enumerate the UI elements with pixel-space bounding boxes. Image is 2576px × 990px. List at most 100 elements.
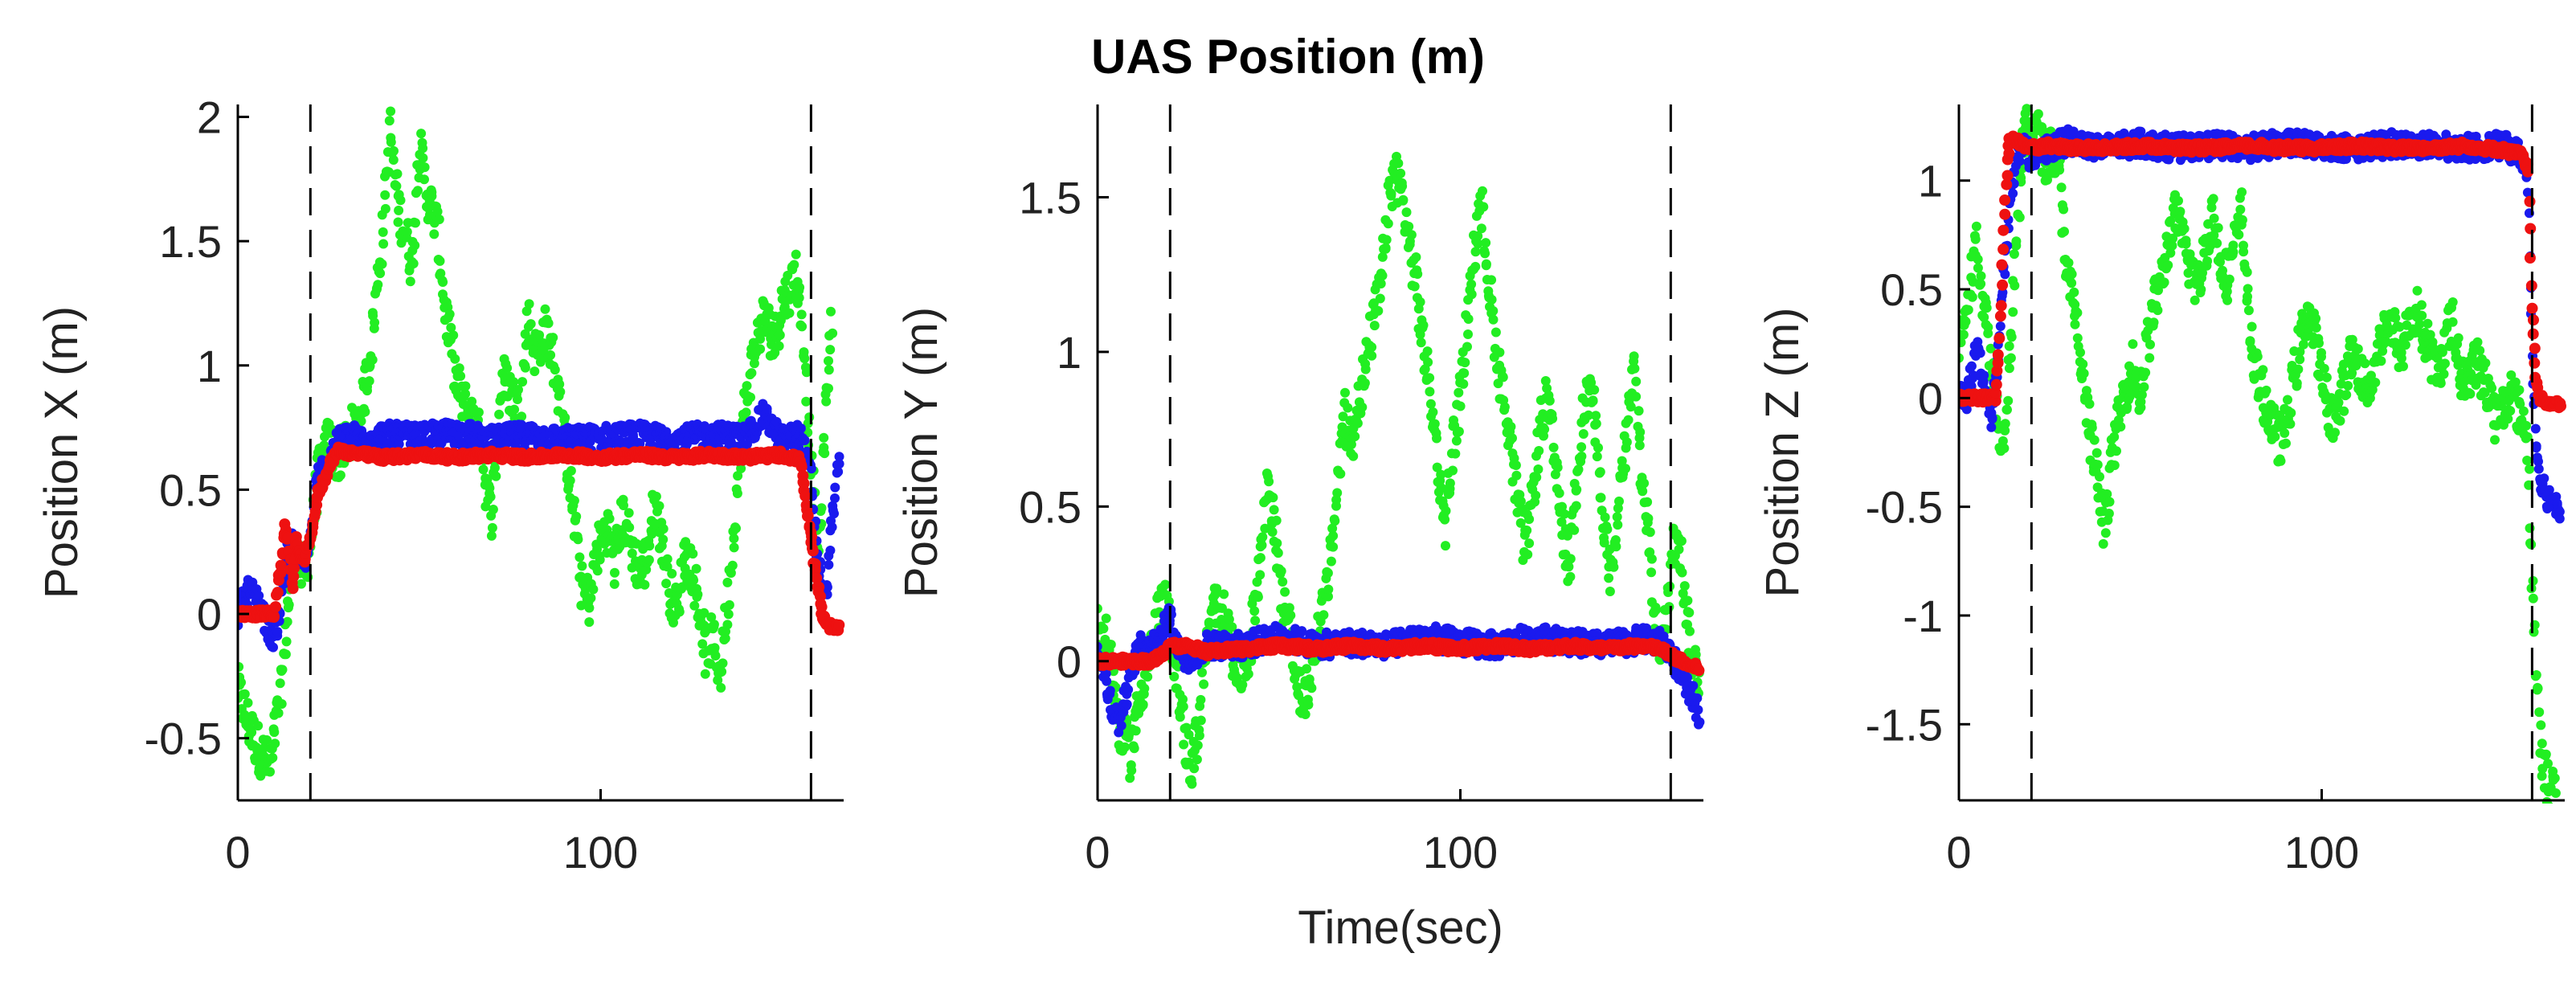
data-point-green (520, 329, 530, 339)
data-point-green (1470, 247, 1481, 257)
data-point-green (644, 554, 654, 565)
data-point-green (1650, 602, 1661, 612)
data-point-green (716, 682, 726, 693)
data-point-green (275, 678, 285, 689)
data-point-green (1466, 279, 1477, 289)
data-point-blue (822, 582, 832, 592)
data-point-green (1300, 710, 1310, 719)
data-point-green (1227, 622, 1237, 632)
data-point-green (1645, 527, 1655, 538)
data-point-green (1523, 550, 1533, 559)
data-point-green (546, 350, 556, 360)
data-point-green (565, 476, 575, 485)
data-point-green (1599, 538, 1609, 548)
data-point-green (513, 385, 523, 395)
data-point-green (1199, 679, 1209, 689)
data-point-green (550, 365, 560, 375)
data-point-green (1540, 376, 1551, 386)
series-red (1098, 636, 1705, 677)
data-point-green (513, 395, 522, 404)
data-point-blue (1123, 685, 1134, 695)
data-point-green (693, 589, 703, 599)
data-point-green (467, 396, 477, 407)
data-point-blue (268, 642, 278, 652)
data-point-green (1476, 223, 1486, 234)
data-point-green (1676, 536, 1687, 546)
data-point-red (288, 562, 301, 574)
data-point-green (1332, 488, 1343, 498)
data-point-green (1423, 357, 1433, 367)
data-point-green (391, 181, 402, 191)
data-point-green (446, 322, 456, 333)
data-point-green (1592, 452, 1602, 462)
data-point-blue (1693, 705, 1703, 715)
data-point-green (1481, 238, 1491, 248)
data-point-blue (806, 464, 816, 474)
data-point-green (1326, 556, 1336, 567)
data-point-green (624, 522, 635, 533)
data-point-green (1272, 538, 1282, 548)
data-point-blue (1695, 717, 1705, 727)
data-point-green (586, 593, 596, 603)
data-point-blue (833, 467, 844, 477)
data-point-green (485, 492, 496, 502)
data-point-red (807, 545, 819, 557)
data-point-green (1373, 305, 1384, 316)
data-point-green (548, 333, 558, 343)
data-point-green (1611, 542, 1621, 552)
data-point-green (1522, 526, 1532, 535)
data-point-green (416, 129, 427, 139)
data-point-blue (824, 559, 834, 570)
data-point-green (281, 636, 292, 647)
data-point-green (1621, 464, 1630, 474)
data-point-green (1360, 364, 1371, 374)
data-point-green (530, 366, 540, 377)
data-point-green (1604, 573, 1614, 583)
data-point-green (1327, 523, 1338, 534)
data-point-green (1679, 581, 1690, 591)
data-point-green (576, 600, 587, 611)
data-point-green (1411, 252, 1421, 262)
data-point-green (619, 501, 628, 510)
data-point-green (1250, 616, 1261, 626)
data-point-green (1343, 403, 1353, 413)
data-point-green (540, 304, 550, 314)
data-point-blue (830, 482, 840, 493)
data-point-green (1243, 669, 1253, 679)
data-point-green (746, 392, 755, 403)
data-point-green (1478, 202, 1489, 212)
data-point-green (1584, 410, 1593, 420)
data-point-green (1507, 433, 1517, 444)
data-point-green (1486, 294, 1497, 305)
data-point-red (272, 587, 284, 599)
data-point-green (667, 568, 677, 579)
data-point-green (1488, 314, 1499, 325)
data-point-green (699, 608, 709, 618)
data-point-green (1466, 289, 1477, 300)
data-point-green (1591, 411, 1601, 421)
data-point-blue (827, 522, 837, 532)
data-point-green (1098, 624, 1109, 634)
data-point-green (1548, 413, 1558, 423)
data-point-green (1160, 579, 1171, 590)
data-point-green (746, 368, 757, 378)
data-point-green (1639, 478, 1650, 489)
data-point-green (373, 280, 383, 290)
data-point-green (238, 661, 244, 672)
data-point-green (819, 432, 829, 443)
data-point-green (1369, 321, 1380, 331)
data-point-green (726, 568, 736, 578)
data-point-green (825, 345, 836, 355)
data-point-green (1631, 391, 1642, 402)
data-point-green (1677, 567, 1687, 578)
data-point-red (287, 583, 299, 595)
data-point-blue (1102, 676, 1112, 686)
data-point-green (1409, 281, 1420, 292)
data-point-green (1614, 496, 1624, 506)
data-point-green (380, 203, 390, 214)
data-point-green (1486, 275, 1497, 285)
data-point-green (1138, 699, 1148, 710)
data-point-green (418, 153, 428, 163)
data-point-green (644, 541, 655, 551)
data-point-green (824, 365, 834, 375)
